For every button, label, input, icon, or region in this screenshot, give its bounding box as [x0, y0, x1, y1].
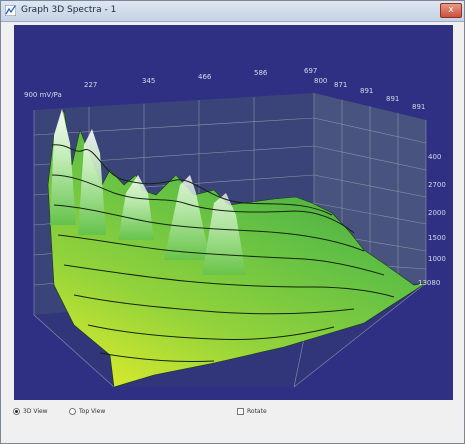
- rotate-checkbox[interactable]: [237, 407, 244, 415]
- tick-label: 345: [142, 77, 155, 85]
- tick-label: 1000: [428, 255, 446, 263]
- view-3d-option[interactable]: 3D View: [13, 405, 48, 417]
- tick-label: 2700: [428, 181, 446, 189]
- contour-lines: [51, 144, 395, 363]
- peak-2: [78, 129, 106, 235]
- close-icon: x: [448, 5, 454, 15]
- z-axis-label: 900 mV/Pa: [24, 91, 62, 99]
- tick-label: 2000: [428, 209, 446, 217]
- top-view-label: Top View: [79, 407, 106, 415]
- window-title: Graph 3D Spectra - 1: [21, 5, 117, 15]
- 3d-spectra-plot[interactable]: 227 345 466 586 697 900 mV/Pa 800 871 89…: [14, 25, 453, 400]
- tick-label: 1500: [428, 234, 446, 242]
- close-button[interactable]: x: [440, 3, 462, 18]
- tick-label: 800: [314, 77, 327, 85]
- peak-1: [50, 109, 76, 225]
- title-bar[interactable]: Graph 3D Spectra - 1 x: [1, 1, 464, 22]
- tick-label: 586: [254, 69, 268, 77]
- top-view-radio[interactable]: [69, 407, 76, 415]
- tick-label: 227: [84, 81, 97, 89]
- rotate-option[interactable]: Rotate: [237, 405, 267, 417]
- tick-label: 400: [428, 153, 441, 161]
- view-3d-radio[interactable]: [13, 407, 20, 415]
- view-3d-label: 3D View: [23, 407, 48, 415]
- tick-label: 871: [334, 81, 347, 89]
- tick-label: 891: [360, 87, 373, 95]
- rotate-label: Rotate: [247, 407, 267, 415]
- app-icon: [5, 5, 16, 16]
- tick-label: 13080: [418, 279, 440, 287]
- tick-label: 697: [304, 67, 317, 75]
- view-options-bar: 3D View Top View Rotate: [1, 401, 464, 443]
- plot-canvas: 227 345 466 586 697 900 mV/Pa 800 871 89…: [24, 67, 446, 388]
- peak-4: [164, 175, 210, 260]
- top-axis-ticks: 227 345 466 586 697: [84, 67, 317, 89]
- top-view-option[interactable]: Top View: [69, 405, 105, 417]
- right-value-ticks: 400 2700 2000 1500 1000 13080: [418, 153, 446, 287]
- tick-label: 891: [412, 103, 425, 111]
- peak-3: [118, 175, 154, 240]
- right-depth-ticks: 800 871 891 891 891: [314, 77, 425, 111]
- tick-label: 466: [198, 73, 212, 81]
- tick-label: 891: [386, 95, 399, 103]
